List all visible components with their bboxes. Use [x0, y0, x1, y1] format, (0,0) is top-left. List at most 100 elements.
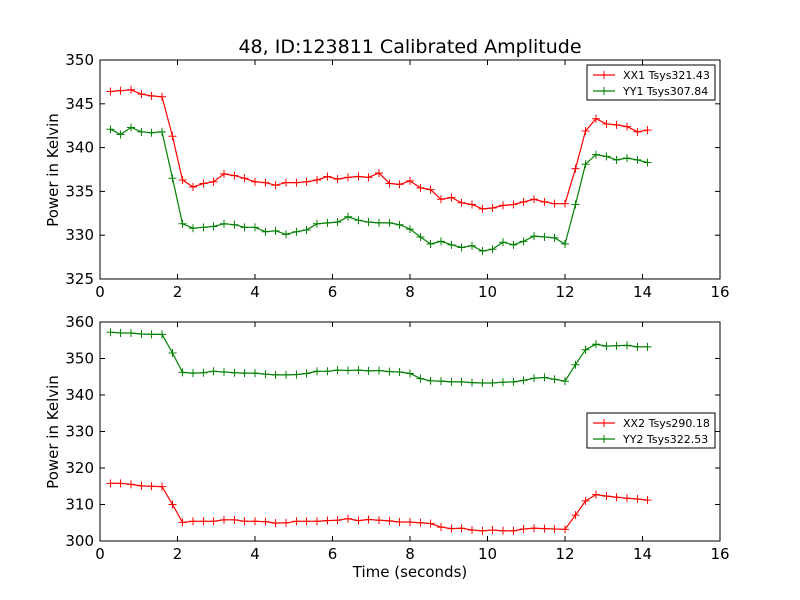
plot-area: 0 2 4 6 8 10 12 14 16 325 330 335 340 345 350 XX1 Tsys3… [65, 51, 729, 301]
data-point [240, 517, 249, 526]
data-point [127, 328, 135, 337]
x-tick-label: 4 [250, 545, 260, 563]
data-point [581, 160, 590, 169]
y-tick-label: 350 [65, 51, 94, 69]
x-tick-label: 12 [555, 545, 574, 563]
data-point [519, 524, 528, 533]
data-point [623, 494, 631, 503]
data-point [643, 342, 652, 351]
data-point [354, 216, 363, 225]
data-point [168, 174, 177, 183]
series-1 [106, 85, 652, 213]
x-tick-label: 16 [710, 545, 729, 563]
data-point [292, 178, 301, 187]
data-point [302, 369, 311, 378]
data-point [137, 127, 146, 136]
data-point [375, 366, 383, 375]
data-point [633, 495, 642, 504]
data-point [395, 368, 404, 377]
data-point [127, 480, 135, 489]
data-point [137, 481, 146, 490]
y-tick-label: 350 [65, 350, 94, 368]
data-point [106, 328, 115, 337]
data-point [488, 204, 497, 213]
legend-box [586, 412, 716, 449]
y-tick-label: 335 [65, 182, 94, 200]
x-tick-label: 4 [250, 283, 260, 301]
data-point [643, 158, 652, 167]
legend: XX1 Tsys321.43 YY1 Tsys307.84 [586, 64, 716, 101]
data-point [168, 349, 177, 358]
data-point [592, 490, 600, 499]
data-point [158, 330, 166, 339]
data-point [416, 374, 425, 383]
data-point [147, 128, 156, 137]
data-point [592, 114, 600, 123]
data-point [240, 174, 249, 183]
data-point [561, 199, 569, 208]
data-point [364, 218, 373, 227]
data-point [561, 377, 569, 386]
legend-marker [600, 71, 608, 79]
legend-marker [600, 419, 608, 427]
data-point [302, 517, 311, 526]
data-point [220, 368, 228, 377]
data-point [344, 212, 352, 221]
data-point [478, 378, 487, 387]
x-tick-label: 8 [405, 283, 415, 301]
data-point [592, 150, 600, 159]
data-point [406, 176, 414, 185]
data-point [540, 197, 549, 206]
legend-label: XX1 Tsys321.43 [623, 69, 710, 82]
data-point [633, 127, 642, 136]
data-point [199, 179, 208, 188]
data-point [478, 246, 487, 255]
data-point [437, 195, 445, 204]
data-point [571, 164, 580, 173]
data-point [364, 515, 373, 524]
data-point [488, 526, 497, 535]
data-point [602, 119, 611, 128]
data-point [426, 519, 435, 528]
data-point [292, 517, 301, 526]
data-point [612, 341, 621, 350]
data-point [437, 377, 445, 386]
data-point [623, 122, 631, 131]
data-point [468, 200, 476, 209]
data-point [406, 369, 414, 378]
data-point [519, 376, 528, 385]
data-point [375, 169, 383, 178]
data-point [137, 330, 146, 339]
data-point [127, 123, 135, 132]
data-point [344, 514, 352, 523]
data-point [478, 526, 487, 535]
data-point [519, 237, 528, 246]
data-point [633, 342, 642, 351]
x-tick-label: 12 [555, 283, 574, 301]
data-point [623, 154, 631, 163]
data-point [282, 370, 290, 379]
data-point [457, 377, 466, 386]
data-point [499, 201, 507, 210]
data-point [178, 368, 187, 377]
data-point [395, 220, 404, 229]
data-point [302, 225, 311, 234]
data-point [271, 181, 280, 190]
data-point [189, 517, 197, 526]
plot-area: 0 2 4 6 8 10 12 14 16 300 310 320 330 340 350 360 XX2 Ts… [65, 313, 729, 563]
data-point [571, 511, 580, 520]
data-point [230, 171, 239, 180]
data-point [437, 523, 445, 532]
data-point [426, 376, 435, 385]
data-point [571, 200, 580, 209]
data-point [189, 183, 197, 192]
data-point [106, 87, 115, 96]
data-point [282, 518, 290, 527]
data-point [509, 526, 518, 535]
data-point [189, 224, 197, 233]
data-point [189, 369, 197, 378]
data-point [633, 155, 642, 164]
data-point [509, 200, 518, 209]
data-point [447, 240, 456, 249]
data-point [385, 218, 394, 227]
